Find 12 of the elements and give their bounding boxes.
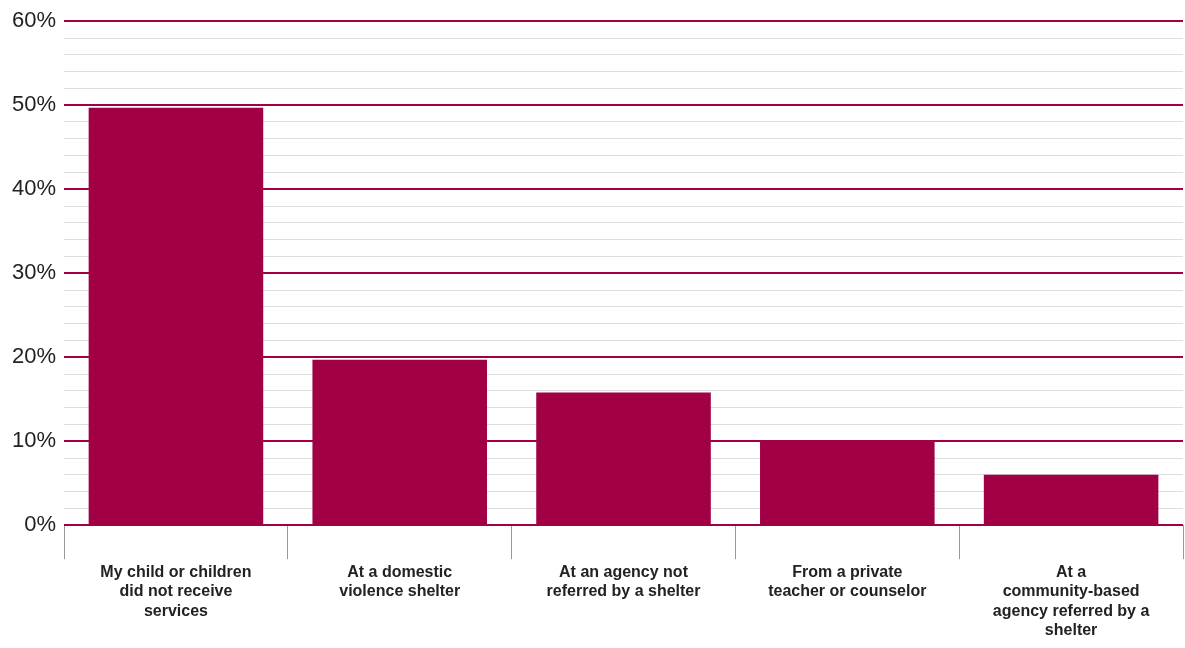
- y-tick-label: 30%: [11, 259, 57, 285]
- x-tick-label: From a private teacher or counselor: [768, 563, 927, 600]
- y-tick-label: 50%: [11, 91, 57, 117]
- y-tick-label: 20%: [11, 343, 57, 369]
- x-tick-label: At a domestic violence shelter: [339, 563, 461, 600]
- y-tick-label: 0%: [24, 511, 57, 537]
- y-tick-label: 40%: [11, 175, 57, 201]
- y-tick-label: 60%: [11, 7, 57, 33]
- x-tick-label: My child or children did not receive services: [100, 563, 252, 619]
- y-tick-label: 10%: [11, 427, 57, 453]
- x-tick-label: At a community-based agency referred by a shelter: [992, 563, 1150, 638]
- x-tick-label: At an agency not referred by a shelter: [546, 563, 701, 600]
